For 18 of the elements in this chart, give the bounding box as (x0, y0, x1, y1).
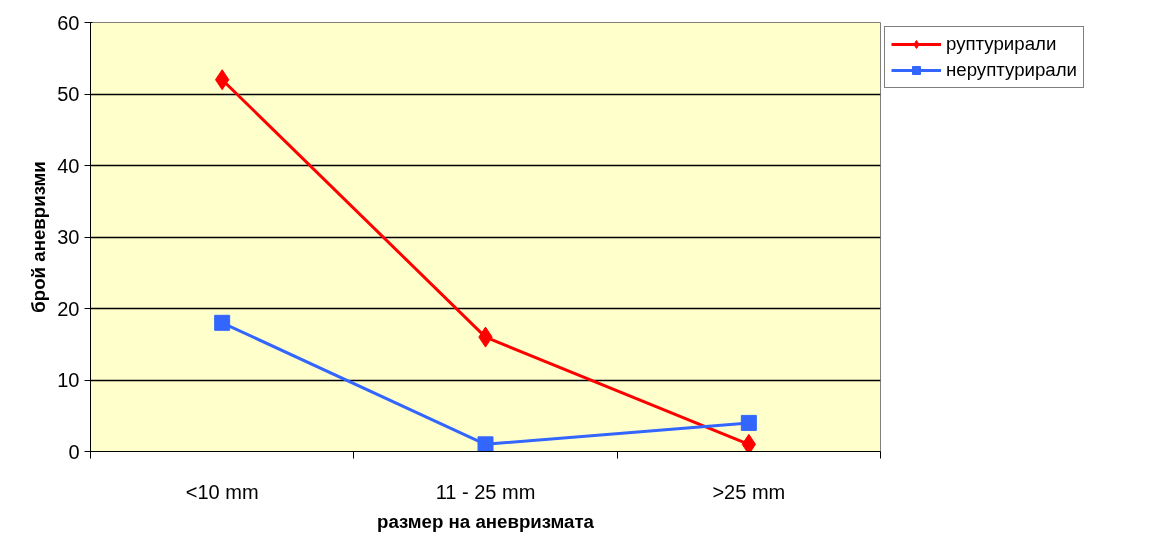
x-tick-label: <10 mm (185, 480, 259, 503)
legend-label: неруптурирали (946, 59, 1078, 81)
x-tick-label: >25 mm (712, 480, 786, 503)
point (740, 414, 757, 431)
y-tick-label: 20 (57, 297, 80, 320)
legend-label: руптурирали (946, 33, 1057, 55)
point (477, 436, 494, 452)
point (741, 433, 756, 452)
y-tick-label: 30 (57, 226, 80, 248)
y-tick-label: 50 (57, 83, 80, 105)
y-tick-label: 10 (57, 369, 80, 391)
y-tick-label: 40 (57, 154, 80, 177)
x-tick-label: 11 - 25 mm (435, 480, 536, 503)
y-tick-label: 0 (68, 440, 80, 463)
point (214, 314, 231, 331)
x-axis-title: размер на аневризмата (377, 510, 595, 532)
y-axis-title: брой аневризми (28, 161, 50, 313)
y-tick-label: 60 (57, 11, 80, 34)
